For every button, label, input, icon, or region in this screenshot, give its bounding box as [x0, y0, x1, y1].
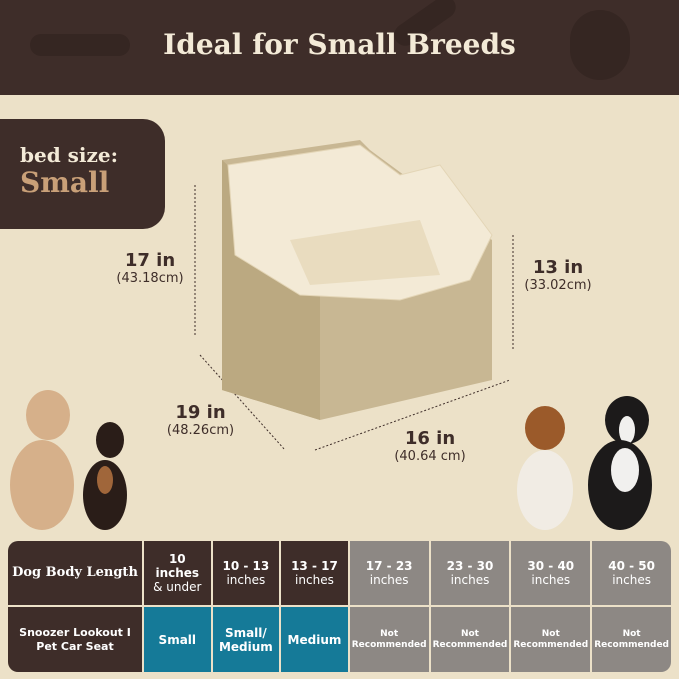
bed-size-value: Small: [20, 166, 110, 199]
length-range: 13 - 17: [291, 559, 338, 573]
length-range: 40 - 50: [608, 559, 655, 573]
fit-cell: Not Recommended: [430, 607, 510, 672]
fit-cell: Not Recommended: [592, 607, 671, 672]
length-header-cell: 13 - 17 inches: [281, 541, 348, 605]
dimension-height-back: 17 in (43.18cm): [116, 250, 184, 286]
length-range: 10 inches: [155, 552, 200, 580]
length-unit: inches: [612, 573, 651, 587]
fit-cell: Small/ Medium: [212, 607, 280, 672]
beagle-image: [517, 406, 573, 530]
length-unit: inches: [450, 573, 490, 587]
length-range: 23 - 30: [446, 559, 494, 573]
length-unit: & under: [153, 580, 202, 594]
length-header-cell: 30 - 40 inches: [511, 541, 591, 605]
border-collie-image: [588, 396, 652, 530]
bed-size-label: bed size:: [20, 143, 118, 167]
dog-photos: [10, 390, 652, 530]
length-range: 10 - 13: [222, 559, 270, 573]
length-header-cell: 10 - 13 inches: [212, 541, 280, 605]
length-unit: inches: [295, 573, 334, 587]
bed-size-box: bed size: Small: [0, 119, 165, 229]
header-label-cell: Dog Body Length: [8, 541, 142, 605]
length-unit: inches: [369, 573, 409, 587]
length-header-cell: 10 inches & under: [144, 541, 211, 605]
dimension-lines: [194, 185, 514, 451]
dimension-width: 16 in (40.64 cm): [394, 428, 466, 464]
fit-cell: Small: [144, 607, 211, 672]
length-header-cell: 23 - 30 inches: [430, 541, 510, 605]
length-unit: inches: [226, 573, 266, 587]
fit-cell: Not Recommended: [349, 607, 429, 672]
dimension-height-front: 13 in (33.02cm): [524, 257, 592, 293]
fit-cell: Medium: [281, 607, 348, 672]
car-seat-illustration: [194, 140, 514, 451]
dimension-depth: 19 in (48.26cm): [166, 402, 235, 438]
length-range: 17 - 23: [365, 559, 413, 573]
length-header-cell: 17 - 23 inches: [349, 541, 429, 605]
length-range: 30 - 40: [527, 559, 575, 573]
pinscher-image: [83, 422, 127, 530]
page-title: Ideal for Small Breeds: [163, 28, 516, 61]
fit-cell: Not Recommended: [511, 607, 591, 672]
length-unit: inches: [531, 573, 571, 587]
paw-decoration-icon: [570, 10, 630, 80]
length-header-cell: 40 - 50 inches: [592, 541, 671, 605]
poodle-image: [10, 390, 74, 530]
bone-decoration-icon: [30, 34, 130, 56]
product-label-cell: Snoozer Lookout I Pet Car Seat: [8, 607, 142, 672]
header-banner: Ideal for Small Breeds: [0, 0, 679, 95]
size-chart-table: Dog Body Length 10 inches & under 10 - 13 i…: [8, 541, 671, 672]
